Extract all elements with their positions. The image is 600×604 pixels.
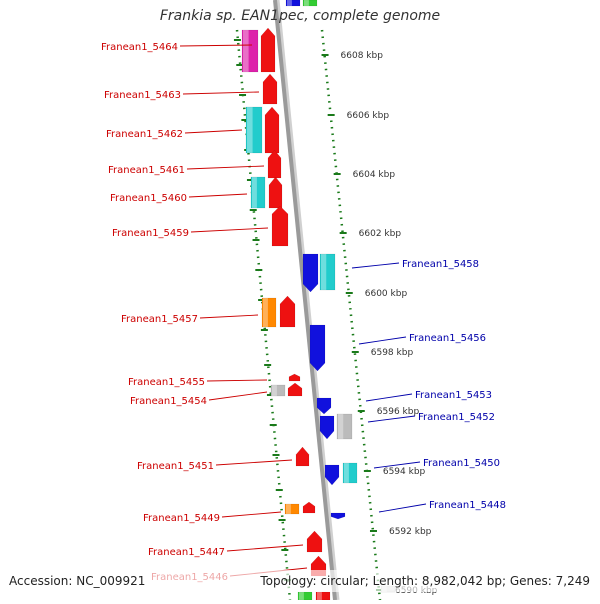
left-gene-label: Franean1_5454 bbox=[130, 396, 207, 407]
gene-5457b bbox=[279, 295, 296, 328]
backbone bbox=[273, 0, 337, 601]
right-gene-label: Franean1_5458 bbox=[402, 259, 479, 270]
gene-5458b-shine bbox=[321, 254, 327, 290]
gene-5460a-shine bbox=[252, 177, 257, 208]
gene-5458a bbox=[302, 253, 319, 293]
gene-5449a bbox=[284, 503, 300, 515]
left-gene-label: Franean1_5449 bbox=[143, 513, 220, 524]
gene-5457a-shine bbox=[263, 298, 268, 327]
gene-5455 bbox=[288, 373, 301, 382]
right-gene-label: Franean1_5453 bbox=[415, 390, 492, 401]
gene-5450a bbox=[324, 464, 340, 486]
left-gene-leader bbox=[186, 165, 265, 170]
right-gene-label: Franean1_5456 bbox=[409, 333, 486, 344]
left-gene-label: Franean1_5457 bbox=[121, 314, 198, 325]
kbp-label: 6592 kbp bbox=[389, 527, 432, 537]
gene-5461 bbox=[267, 149, 282, 179]
gene-bottom-green-shine bbox=[299, 592, 304, 600]
kbp-label: 6606 kbp bbox=[347, 111, 390, 121]
gene-5459 bbox=[271, 205, 289, 247]
gene-5451 bbox=[295, 446, 310, 467]
gene-5454b bbox=[287, 382, 303, 397]
left-gene-label: Franean1_5462 bbox=[106, 129, 183, 140]
left-gene-label: Franean1_5447 bbox=[148, 547, 225, 558]
accession-label: Accession: NC_009921 bbox=[9, 574, 146, 588]
gene-5450b-shine bbox=[344, 463, 349, 483]
right-gene-leader bbox=[358, 336, 407, 345]
gene-5450b bbox=[342, 462, 358, 484]
gene-bottom-red-shine bbox=[317, 592, 322, 600]
gene-5452b-shine bbox=[338, 414, 344, 439]
gene-5462a-shine bbox=[247, 107, 253, 153]
gene-5457a bbox=[261, 297, 277, 328]
gene-5452b bbox=[336, 413, 353, 440]
right-gene-leader bbox=[365, 393, 413, 402]
gene-5462b bbox=[264, 106, 280, 154]
gene-5452a bbox=[319, 415, 335, 440]
kbp-label: 6604 kbp bbox=[353, 170, 396, 180]
kbp-label: 6608 kbp bbox=[341, 51, 384, 61]
kbp-label: 6600 kbp bbox=[365, 289, 408, 299]
left-gene-label: Franean1_5455 bbox=[128, 377, 205, 388]
left-gene-leader bbox=[208, 391, 268, 401]
left-gene-leader bbox=[179, 44, 253, 47]
gene-5448 bbox=[330, 512, 346, 520]
gene-top-green bbox=[302, 0, 318, 7]
left-gene-label: Franean1_5459 bbox=[112, 228, 189, 239]
right-gene-leader bbox=[373, 461, 421, 469]
left-gene-leader bbox=[221, 511, 282, 518]
left-gene-leader bbox=[190, 227, 269, 233]
left-gene-label: Franean1_5451 bbox=[137, 461, 214, 472]
left-gene-leader bbox=[199, 314, 259, 319]
gene-5456 bbox=[309, 324, 326, 372]
right-gene-label: Franean1_5452 bbox=[418, 412, 495, 423]
right-gene-leader bbox=[351, 262, 400, 269]
kbp-label: 6594 kbp bbox=[383, 467, 426, 477]
left-gene-leader bbox=[188, 193, 248, 198]
gene-5462a bbox=[245, 106, 263, 154]
gene-top-green-shine bbox=[304, 0, 309, 6]
gene-top-blue bbox=[285, 0, 301, 7]
left-gene-label: Franean1_5464 bbox=[101, 42, 178, 53]
right-gene-leader bbox=[378, 503, 427, 513]
kbp-label: 6602 kbp bbox=[359, 229, 402, 239]
gene-5460a bbox=[250, 176, 266, 209]
gene-5454a-shine bbox=[272, 385, 277, 396]
page-title: Frankia sp. EAN1pec, complete genome bbox=[159, 8, 441, 24]
left-gene-leader bbox=[215, 459, 293, 466]
gene-5464a-shine bbox=[243, 30, 249, 72]
gene-top-blue-shine bbox=[287, 0, 292, 6]
footer-background bbox=[0, 570, 600, 592]
left-gene-label: Franean1_5463 bbox=[104, 90, 181, 101]
kbp-label: 6598 kbp bbox=[371, 348, 414, 358]
gene-5449b bbox=[302, 501, 316, 514]
topology-label: Topology: circular; Length: 8,982,042 bp… bbox=[260, 574, 590, 588]
left-gene-label: Franean1_5460 bbox=[110, 193, 187, 204]
left-gene-leader bbox=[184, 129, 243, 134]
right-gene-label: Franean1_5448 bbox=[429, 500, 506, 511]
right-gene-label: Franean1_5450 bbox=[423, 458, 500, 469]
gene-5464a bbox=[241, 29, 259, 73]
gene-5447 bbox=[306, 530, 323, 553]
gene-5454a bbox=[270, 384, 286, 397]
gene-5464b bbox=[260, 27, 276, 73]
kbp-label: 6596 kbp bbox=[377, 407, 420, 417]
gene-5463 bbox=[262, 73, 278, 105]
left-gene-leader bbox=[226, 544, 304, 552]
gene-5453 bbox=[316, 397, 332, 415]
right-gene-leader bbox=[367, 415, 416, 423]
left-gene-label: Franean1_5461 bbox=[108, 165, 185, 176]
gene-5449a-shine bbox=[286, 504, 291, 514]
right-outer-guide bbox=[320, 29, 382, 601]
gene-5460b bbox=[268, 176, 283, 209]
left-gene-leader bbox=[182, 91, 260, 95]
left-gene-leader bbox=[206, 379, 268, 382]
gene-5458b bbox=[319, 253, 336, 291]
